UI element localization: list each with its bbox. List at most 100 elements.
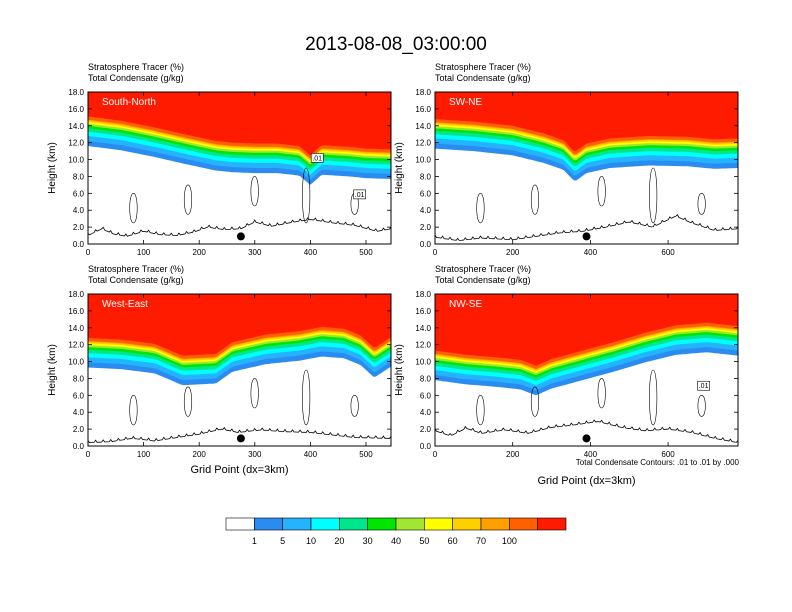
header-label-tracer: Stratosphere Tracer (%) [88,264,184,274]
condensate-contour [649,167,658,224]
y-tick-label: 6.0 [420,391,432,400]
colorbar-label: 100 [502,536,517,546]
condensate-contour [697,193,706,215]
panel-name: West-East [102,299,148,310]
terrain-line [435,419,738,443]
y-tick-label: 0.0 [73,442,85,451]
x-tick-label: 0 [86,248,91,257]
condensate-contour [302,167,311,224]
header-label-condensate: Total Condensate (g/kg) [88,73,184,83]
y-tick-label: 16.0 [68,105,84,114]
y-tick-label: 2.0 [73,223,85,232]
terrain-line [88,217,391,237]
panel-name: South-North [102,97,156,108]
colorbar-label: 10 [306,536,316,546]
x-tick-label: 400 [304,248,318,257]
x-tick-label: 300 [248,450,262,459]
x-tick-label: 400 [584,248,598,257]
colorbar-swatch-0 [225,517,255,531]
y-tick-label: 16.0 [68,307,84,316]
condensate-contour [476,193,485,224]
tracer-band-11 [435,92,738,151]
colorbar-swatch-10 [509,517,538,531]
y-tick-label: 2.0 [420,223,432,232]
condensate-contour [129,193,138,224]
y-tick-label: 4.0 [420,206,432,215]
plot-frame [434,91,739,245]
x-axis-label: Grid Point (dx=3km) [537,475,635,487]
contour-label: .01 [312,155,322,162]
y-tick-label: 10.0 [415,358,431,367]
colorbar-label: 5 [280,536,285,546]
tracer-band-11 [88,294,391,356]
location-marker [236,232,245,241]
colorbar-label: 30 [363,536,373,546]
y-tick-label: 18.0 [68,88,84,97]
x-tick-label: 500 [359,248,373,257]
x-tick-label: 0 [433,248,438,257]
condensate-contour [597,378,606,409]
y-tick-label: 18.0 [415,88,431,97]
colorbar-label: 1 [252,536,257,546]
y-axis-label: Height (km) [394,344,405,396]
y-tick-label: 14.0 [68,324,84,333]
y-tick-label: 6.0 [73,391,85,400]
x-tick-label: 0 [433,450,438,459]
condensate-contour [250,378,259,409]
colorbar-swatch-11 [537,517,567,531]
x-tick-label: 100 [137,450,151,459]
y-tick-label: 18.0 [415,290,431,299]
y-tick-label: 6.0 [73,189,85,198]
y-tick-label: 0.0 [73,240,85,249]
x-tick-label: 600 [661,450,675,459]
plot-area: .01 .01 [88,92,391,244]
condensate-contour [302,369,311,426]
tracer-band-11 [88,92,391,156]
location-marker [236,434,245,443]
y-tick-label: 0.0 [420,240,432,249]
x-tick-label: 200 [506,248,520,257]
colorbar-swatch-9 [480,517,510,531]
header-label-condensate: Total Condensate (g/kg) [435,275,531,285]
contour-footnote: Total Condensate Contours: .01 to .01 by… [576,458,740,467]
terrain-line [435,214,738,241]
y-tick-label: 2.0 [420,425,432,434]
condensate-contour [350,395,359,417]
y-tick-label: 16.0 [415,105,431,114]
header-label-tracer: Stratosphere Tracer (%) [435,264,531,274]
x-tick-label: 400 [584,450,598,459]
panel-name: SW-NE [449,97,482,108]
plot-area [88,294,391,446]
x-axis-label: Grid Point (dx=3km) [190,464,288,476]
colorbar-swatch-3 [310,517,340,531]
y-tick-label: 0.0 [420,442,432,451]
y-tick-label: 16.0 [415,307,431,316]
y-tick-label: 8.0 [73,172,85,181]
plot-area [435,92,738,244]
colorbar-swatch-6 [395,517,425,531]
y-tick-label: 14.0 [68,122,84,131]
colorbar-label: 20 [334,536,344,546]
condensate-contour [649,369,658,426]
contour-label: .01 [355,192,365,199]
x-tick-label: 600 [661,248,675,257]
condensate-contour [183,386,193,417]
contour-label-box [310,153,324,163]
condensate-contour [183,184,193,215]
y-tick-label: 12.0 [68,139,84,148]
y-tick-label: 2.0 [73,425,85,434]
tracer-band-11 [435,294,738,366]
plot-frame [87,293,392,447]
condensate-contour [129,395,138,426]
panel-name: NW-SE [449,299,482,310]
terrain-line [88,426,391,444]
colorbar: 1 5 10 20 30 40 50 60 70 100 [225,517,567,546]
y-tick-label: 18.0 [68,290,84,299]
header-label-tracer: Stratosphere Tracer (%) [435,62,531,72]
colorbar-swatch-5 [367,517,397,531]
y-axis-label: Height (km) [47,344,58,396]
colorbar-label: 40 [391,536,401,546]
location-marker [582,232,591,241]
x-tick-label: 100 [137,248,151,257]
